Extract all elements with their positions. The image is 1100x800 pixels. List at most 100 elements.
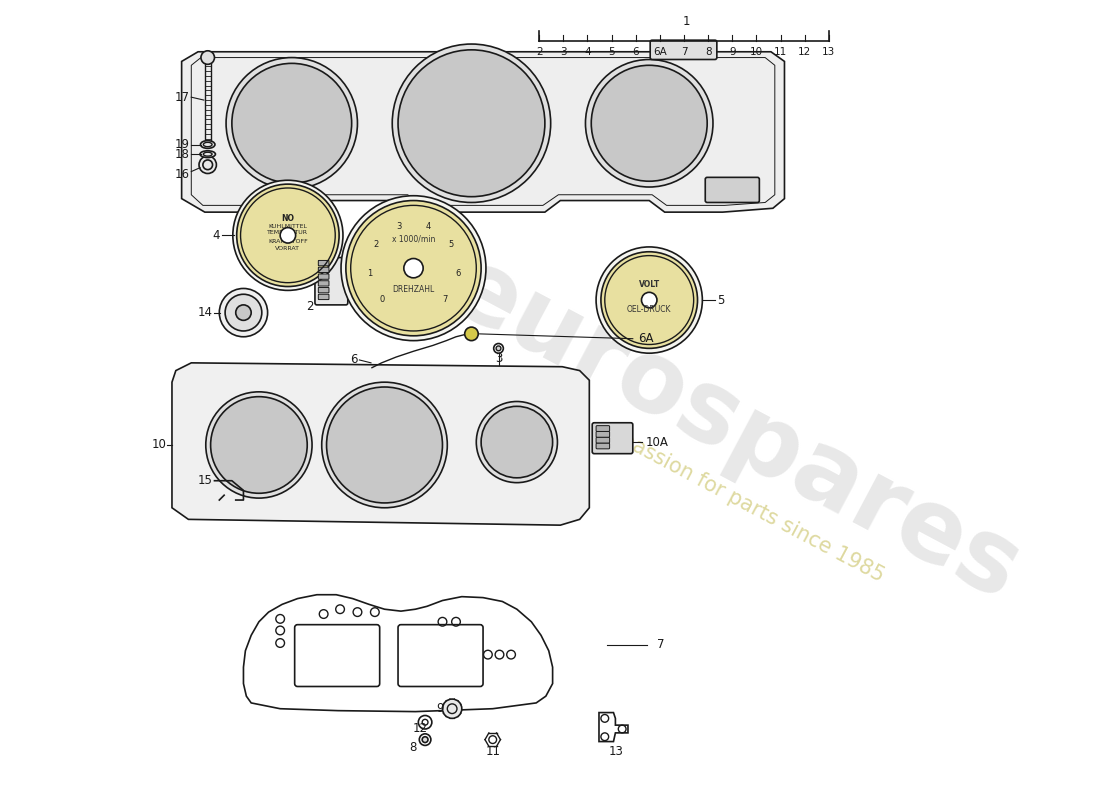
Text: 16: 16	[175, 168, 189, 181]
Text: 10: 10	[750, 47, 763, 57]
Circle shape	[592, 66, 707, 182]
Text: 9: 9	[437, 702, 444, 715]
Text: 7: 7	[681, 47, 688, 57]
Circle shape	[210, 397, 307, 494]
FancyBboxPatch shape	[315, 258, 348, 305]
Text: 2: 2	[373, 240, 378, 249]
Text: 2: 2	[307, 300, 314, 314]
Text: 4: 4	[584, 47, 591, 57]
Circle shape	[393, 44, 551, 202]
Circle shape	[404, 258, 424, 278]
Circle shape	[199, 156, 217, 174]
Circle shape	[476, 402, 558, 482]
FancyBboxPatch shape	[318, 287, 329, 293]
Circle shape	[496, 346, 500, 350]
Text: 11: 11	[485, 745, 501, 758]
Circle shape	[596, 247, 703, 353]
FancyBboxPatch shape	[318, 274, 329, 279]
Text: 13: 13	[823, 47, 836, 57]
Text: 15: 15	[198, 474, 212, 487]
Text: VOLT: VOLT	[639, 279, 660, 289]
Circle shape	[236, 184, 339, 286]
Circle shape	[327, 387, 442, 503]
Ellipse shape	[200, 141, 214, 148]
Text: 10: 10	[152, 438, 166, 451]
Text: 3: 3	[396, 222, 402, 230]
Text: 8: 8	[409, 741, 416, 754]
Text: 17: 17	[175, 90, 189, 104]
Text: VORRAT: VORRAT	[275, 246, 300, 251]
Circle shape	[226, 294, 262, 331]
FancyBboxPatch shape	[596, 426, 609, 431]
Text: 19: 19	[175, 138, 189, 151]
FancyBboxPatch shape	[650, 40, 717, 59]
FancyBboxPatch shape	[596, 438, 609, 443]
Text: 6: 6	[455, 269, 460, 278]
FancyBboxPatch shape	[318, 294, 329, 299]
Text: 6: 6	[632, 47, 639, 57]
Circle shape	[585, 59, 713, 187]
Text: 6A: 6A	[638, 332, 653, 345]
Text: 5: 5	[608, 47, 615, 57]
Text: 6A: 6A	[653, 47, 667, 57]
Circle shape	[422, 737, 428, 742]
Text: 12: 12	[412, 722, 428, 734]
Polygon shape	[172, 363, 590, 525]
Text: DREHZAHL: DREHZAHL	[393, 286, 434, 294]
Circle shape	[227, 58, 358, 189]
Ellipse shape	[200, 150, 216, 158]
Text: 8: 8	[705, 47, 712, 57]
Text: 9: 9	[729, 47, 736, 57]
Text: 1: 1	[682, 14, 690, 28]
FancyBboxPatch shape	[318, 281, 329, 286]
Circle shape	[601, 252, 697, 348]
Text: 2: 2	[536, 47, 542, 57]
Circle shape	[201, 50, 214, 64]
Text: 14: 14	[198, 306, 212, 319]
Circle shape	[341, 196, 486, 341]
FancyBboxPatch shape	[596, 443, 609, 449]
Circle shape	[206, 392, 312, 498]
Circle shape	[464, 327, 478, 341]
Text: 7: 7	[657, 638, 664, 651]
Circle shape	[219, 289, 267, 337]
Text: 0: 0	[379, 295, 385, 304]
Circle shape	[232, 63, 352, 183]
Text: 18: 18	[175, 148, 189, 161]
Text: KRAFTSTOFF: KRAFTSTOFF	[268, 239, 308, 244]
Text: a passion for parts since 1985: a passion for parts since 1985	[601, 420, 888, 586]
Text: 10A: 10A	[646, 435, 668, 449]
Text: 5: 5	[449, 240, 453, 249]
Text: KUHLMITTEL: KUHLMITTEL	[268, 223, 307, 229]
Circle shape	[345, 201, 481, 336]
Text: 1: 1	[366, 269, 372, 278]
Text: x 1000/min: x 1000/min	[392, 234, 436, 243]
FancyBboxPatch shape	[592, 422, 632, 454]
Text: 5: 5	[717, 294, 724, 306]
Text: 4: 4	[212, 229, 220, 242]
Circle shape	[481, 406, 552, 478]
Text: 6: 6	[350, 354, 358, 366]
Text: 4: 4	[426, 222, 431, 230]
Text: TEMPERATUR: TEMPERATUR	[267, 230, 308, 235]
Circle shape	[398, 50, 544, 197]
FancyBboxPatch shape	[318, 267, 329, 273]
Polygon shape	[182, 52, 784, 212]
FancyBboxPatch shape	[705, 178, 759, 202]
Circle shape	[641, 292, 657, 308]
Text: 3: 3	[560, 47, 566, 57]
Text: 13: 13	[609, 745, 624, 758]
Circle shape	[233, 180, 343, 290]
Text: 11: 11	[774, 47, 788, 57]
Text: 12: 12	[799, 47, 812, 57]
Text: eurospares: eurospares	[432, 239, 1036, 622]
Text: 7: 7	[442, 295, 448, 304]
Text: OEL-DRUCK: OEL-DRUCK	[627, 305, 671, 314]
Circle shape	[235, 305, 251, 320]
Text: 3: 3	[495, 353, 503, 366]
FancyBboxPatch shape	[318, 261, 329, 266]
Text: NO: NO	[282, 214, 295, 223]
Circle shape	[442, 699, 462, 718]
FancyBboxPatch shape	[596, 431, 609, 438]
Circle shape	[280, 227, 296, 243]
